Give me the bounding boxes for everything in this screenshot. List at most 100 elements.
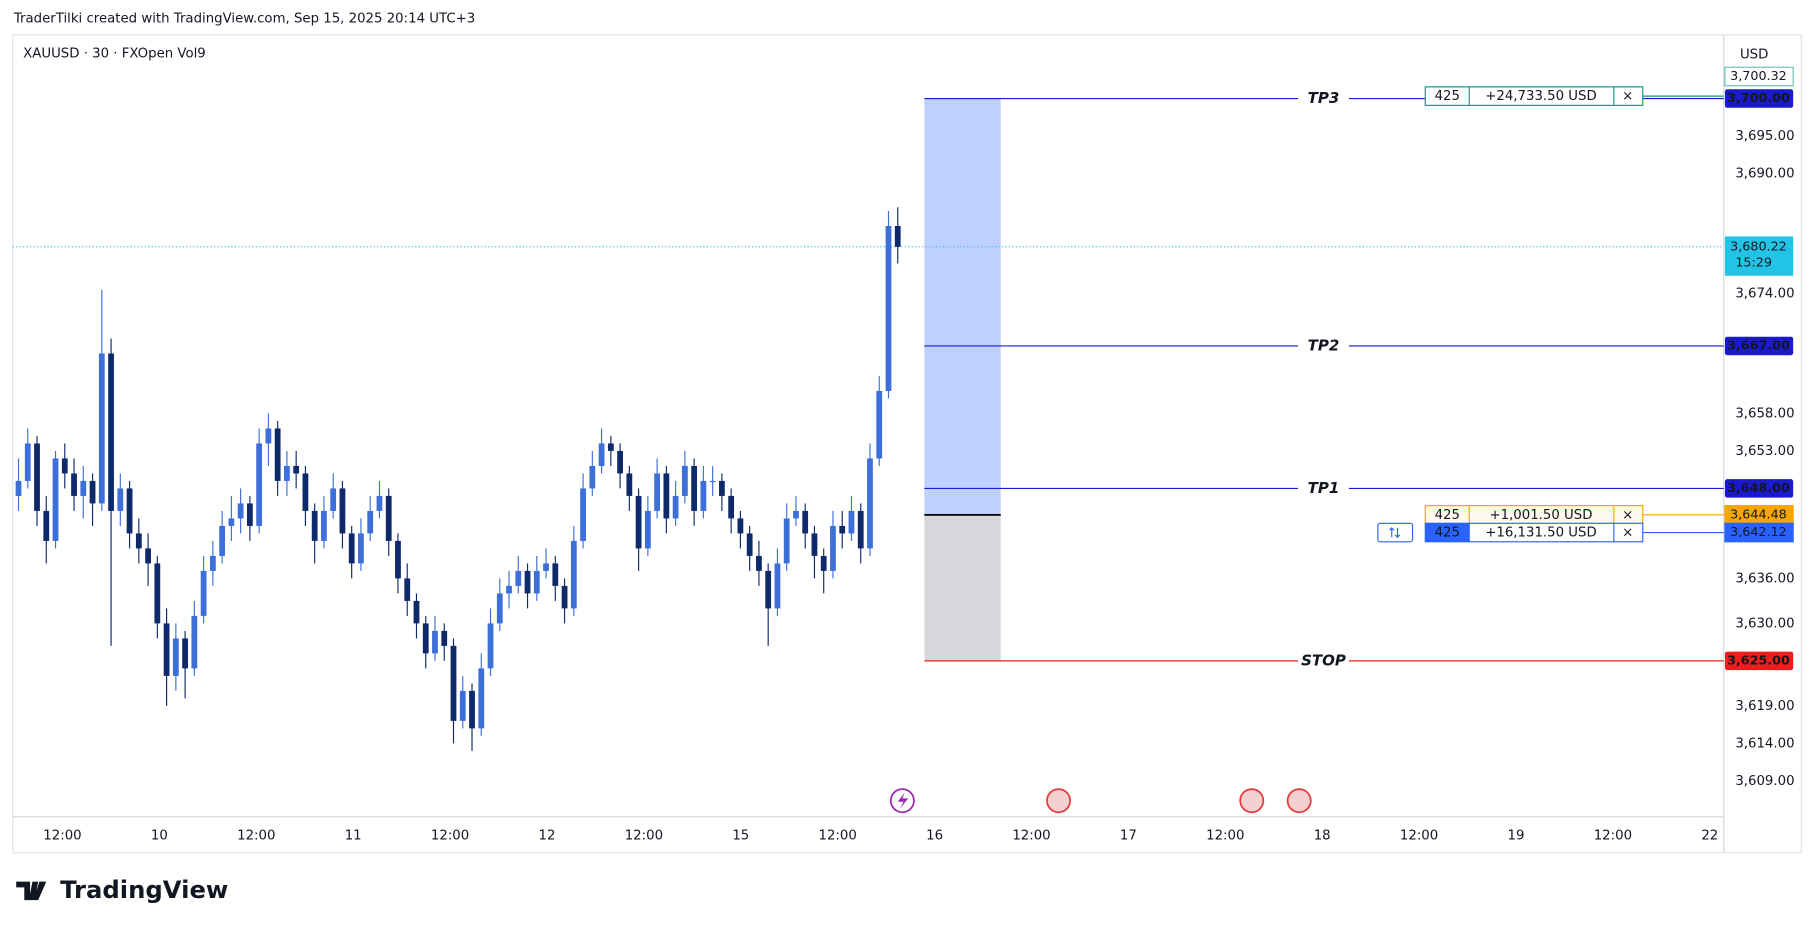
candle-body bbox=[61, 458, 68, 474]
order-price-tag bbox=[1724, 66, 1794, 87]
candle-body bbox=[293, 465, 300, 474]
candle-body bbox=[274, 428, 281, 481]
candle-body bbox=[746, 533, 753, 556]
candle-body bbox=[182, 638, 188, 669]
candle-body bbox=[598, 443, 605, 466]
candle-body bbox=[117, 488, 124, 511]
candle-body bbox=[885, 225, 892, 391]
y-tick-label: 3,695.00 bbox=[1735, 129, 1794, 144]
candle-body bbox=[496, 593, 503, 624]
candle-body bbox=[681, 465, 688, 496]
candle-body bbox=[200, 570, 207, 616]
candle-body bbox=[98, 353, 105, 504]
candle-body bbox=[867, 458, 873, 549]
order-cancel[interactable]: × bbox=[1622, 526, 1633, 541]
x-tick-label: 12:00 bbox=[431, 828, 469, 843]
candle-body bbox=[145, 548, 151, 564]
logo-mark bbox=[16, 881, 47, 901]
candle-body bbox=[191, 615, 198, 669]
candle-body bbox=[765, 570, 772, 609]
candle-body bbox=[811, 533, 818, 556]
order-price-label: 3,642.12 bbox=[1730, 524, 1787, 539]
y-tick-label: 3,674.00 bbox=[1735, 286, 1794, 301]
logo: TradingView bbox=[16, 875, 228, 904]
order-box bbox=[1424, 86, 1644, 106]
y-tick-label: 3,636.00 bbox=[1735, 571, 1794, 586]
x-tick-label: 16 bbox=[926, 828, 943, 843]
order-pnl: +16,131.50 USD bbox=[1485, 526, 1596, 541]
candle-body bbox=[237, 503, 244, 519]
x-tick-label: 12:00 bbox=[1594, 828, 1632, 843]
level-name: TP3 bbox=[1308, 89, 1340, 107]
order-pnl: +24,733.50 USD bbox=[1485, 89, 1596, 104]
currency[interactable]: USD bbox=[1740, 47, 1768, 62]
candle-body bbox=[404, 578, 411, 601]
candle-body bbox=[820, 555, 827, 571]
x-tick-label: 12:00 bbox=[819, 828, 857, 843]
order[interactable]: 425 +24,733.50 USD × 3,700.32 bbox=[1424, 66, 1794, 106]
candle-body bbox=[43, 510, 50, 541]
price-tag-label: 3,667.00 bbox=[1727, 337, 1790, 352]
candle-body bbox=[367, 510, 374, 534]
candle-body bbox=[857, 510, 864, 549]
reverse-button[interactable] bbox=[1377, 522, 1414, 543]
candle-body bbox=[89, 480, 96, 504]
level-name: STOP bbox=[1301, 651, 1346, 669]
candle-body bbox=[644, 510, 651, 549]
candle-body bbox=[672, 495, 679, 519]
x-tick-label: 10 bbox=[151, 828, 168, 843]
candle-body bbox=[284, 465, 290, 481]
candle-body bbox=[728, 495, 735, 519]
candle-body bbox=[385, 495, 392, 541]
candle-body bbox=[219, 525, 226, 556]
candle-body bbox=[802, 510, 809, 534]
event-bolt bbox=[897, 792, 909, 809]
loss-zone bbox=[924, 514, 1001, 661]
candle-body bbox=[228, 518, 235, 526]
candle-body bbox=[395, 540, 401, 579]
candle-body bbox=[774, 563, 781, 609]
candle-body bbox=[52, 458, 59, 541]
candle-body bbox=[561, 585, 568, 609]
event-icons bbox=[889, 788, 1312, 814]
order[interactable]: 425 +1,001.50 USD × 3,644.48 bbox=[1424, 504, 1794, 525]
candle-body bbox=[256, 443, 263, 526]
price-tag-label: 3,700.00 bbox=[1727, 90, 1790, 105]
y-tick-label: 3,630.00 bbox=[1735, 616, 1794, 631]
candle-body bbox=[524, 570, 531, 594]
price-tag bbox=[1724, 651, 1794, 671]
x-tick-label: 17 bbox=[1120, 828, 1137, 843]
candle-body bbox=[24, 443, 31, 481]
event-icon[interactable] bbox=[1239, 788, 1265, 814]
x-tick-label: 12:00 bbox=[1400, 828, 1438, 843]
candle-body bbox=[321, 510, 327, 541]
x-tick-label: 19 bbox=[1508, 828, 1525, 843]
x-tick-label: 12:00 bbox=[237, 828, 275, 843]
logo-text: TradingView bbox=[60, 875, 228, 904]
frame bbox=[12, 34, 1802, 854]
order-qty-bg bbox=[1425, 523, 1470, 542]
candle-body bbox=[635, 495, 642, 549]
y-tick-label: 3,614.00 bbox=[1735, 736, 1794, 751]
event-icon[interactable] bbox=[1286, 788, 1312, 814]
attribution: TraderTilki created with TradingView.com… bbox=[13, 12, 475, 27]
order-cancel[interactable]: × bbox=[1622, 508, 1633, 523]
price-tag-label: 3,648.00 bbox=[1727, 480, 1790, 495]
reverse-icon bbox=[1389, 527, 1401, 538]
candle-body bbox=[358, 533, 364, 564]
candle-body bbox=[663, 473, 670, 519]
countdown: 15:29 bbox=[1735, 255, 1772, 270]
order-cancel[interactable]: × bbox=[1622, 89, 1633, 104]
last-price-tag bbox=[1724, 236, 1794, 276]
candle-body bbox=[894, 225, 901, 247]
event-icon[interactable] bbox=[1046, 788, 1071, 814]
candle-body bbox=[830, 525, 836, 571]
candle-body bbox=[172, 638, 179, 676]
candle-body bbox=[302, 473, 309, 511]
order-price-label: 3,700.32 bbox=[1730, 68, 1787, 83]
order[interactable]: 425 +16,131.50 USD × 3,642.12 bbox=[1377, 522, 1794, 543]
order-qty: 425 bbox=[1435, 508, 1460, 523]
candle-body bbox=[719, 480, 725, 496]
candle-body bbox=[163, 623, 170, 676]
